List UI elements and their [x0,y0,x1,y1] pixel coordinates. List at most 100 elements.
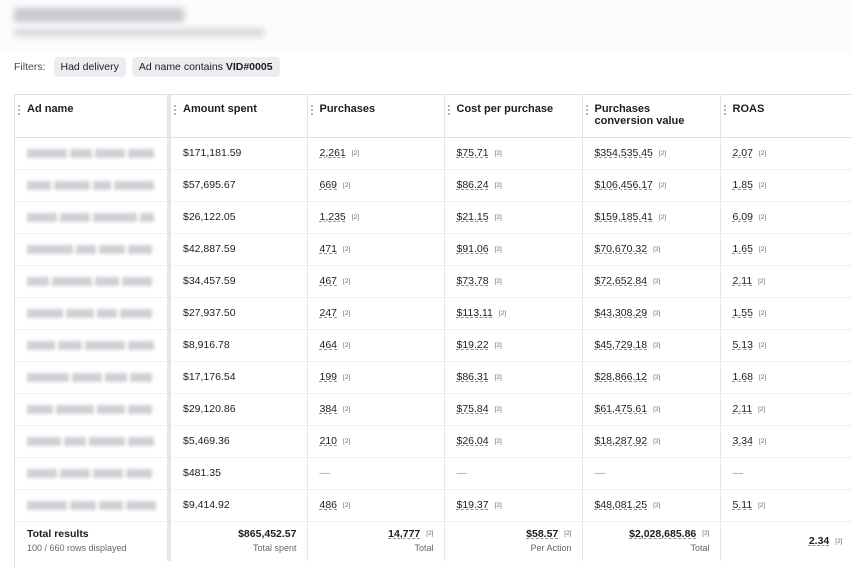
table-row[interactable]: $29,120.86 384 [2] $75.84 [2] $61,475.61 [2] 2.… [15,393,852,426]
ad-name-cell[interactable] [15,265,171,298]
purchases-cell: — [307,457,445,490]
filter-chip-had-delivery[interactable]: Had delivery [53,57,126,77]
cost-per-purchase-value[interactable]: $113.11 [456,307,493,319]
roas-value[interactable]: 6.09 [732,211,753,223]
purchases-value[interactable]: 210 [319,435,338,447]
roas-value[interactable]: 2.11 [732,275,753,287]
column-header-conversion-value[interactable]: Purchases conversion value [582,95,721,138]
table-row[interactable]: $42,887.59 471 [2] $91.06 [2] $70,670.32 [2] 1.… [15,233,852,266]
drag-handle-icon[interactable] [723,105,726,115]
total-roas[interactable]: 2.34 [808,535,830,548]
roas-value[interactable]: 1.68 [732,371,753,383]
purchases-value[interactable]: 247 [319,307,338,319]
ad-name-cell[interactable] [15,457,171,490]
conversion-value-value[interactable]: $48,081.25 [594,499,648,511]
table-row[interactable]: $8,916.78 464 [2] $19.22 [2] $45,729.18 [2] 5.1… [15,329,852,362]
purchases-value[interactable]: 1,235 [319,211,346,223]
purchases-value[interactable]: 471 [319,243,338,255]
table-row[interactable]: $34,457.59 467 [2] $73.78 [2] $72,652.84 [2] 2.… [15,265,852,298]
table-row[interactable]: $171,181.59 2,261 [2] $75.71 [2] $354,535.45 [… [15,137,852,170]
drag-handle-icon[interactable] [585,105,588,115]
column-header-amount-spent[interactable]: Amount spent [169,95,308,138]
ad-name-cell[interactable] [15,329,171,362]
conversion-value-value[interactable]: $45,729.18 [594,339,648,351]
table-row[interactable]: $5,469.36 210 [2] $26.04 [2] $18,287.92 [2] 3.3… [15,425,852,458]
cost-per-purchase-value[interactable]: $19.37 [456,499,489,511]
total-cpp[interactable]: $58.57 [526,527,559,540]
filter-chip-value: VID#0005 [225,61,273,73]
purchases-value[interactable]: 384 [319,403,338,415]
table-row[interactable]: $57,695.67 669 [2] $86.24 [2] $106,456.17 [2] 1… [15,169,852,202]
blurred-ad-name [27,500,157,510]
total-amount-cell: $865,452.57 Total spent [169,520,308,561]
purchases-value[interactable]: 669 [319,179,338,191]
totals-title: Total results [27,527,89,540]
total-amount-sub: Total spent [252,542,297,553]
cost-per-purchase-value[interactable]: $26.04 [456,435,489,447]
conversion-value-value[interactable]: $354,535.45 [594,147,653,159]
purchases-value[interactable]: 486 [319,499,338,511]
amount-spent-cell: $42,887.59 [169,233,308,266]
cost-per-purchase-value[interactable]: $75.84 [456,403,489,415]
conversion-value-value[interactable]: $61,475.61 [594,403,648,415]
cost-per-purchase-value[interactable]: $86.24 [456,179,489,191]
roas-value[interactable]: 2.11 [732,403,753,415]
cost-per-purchase-value[interactable]: $19.22 [456,339,489,351]
drag-handle-icon[interactable] [447,105,450,115]
ad-name-cell[interactable] [15,137,171,170]
purchases-cell: 486 [2] [307,489,445,522]
conversion-value-value[interactable]: $159,185.41 [594,211,653,223]
roas-value[interactable]: 1.85 [732,179,753,191]
cost-per-purchase-value[interactable]: $21.15 [456,211,489,223]
conversion-value-value[interactable]: $106,456.17 [594,179,653,191]
table-row[interactable]: $27,937.50 247 [2] $113.11 [2] $43,308.29 [2] 1… [15,297,852,330]
ad-name-cell[interactable] [15,233,171,266]
ad-name-cell[interactable] [15,361,171,394]
table-row[interactable]: $26,122.05 1,235 [2] $21.15 [2] $159,185.41 [2… [15,201,852,234]
table-row[interactable]: $9,414.92 486 [2] $19.37 [2] $48,081.25 [2] 5.1… [15,489,852,522]
ad-name-cell[interactable] [15,297,171,330]
roas-value[interactable]: 5.13 [732,339,753,351]
conversion-value-value[interactable]: $43,308.29 [594,307,648,319]
ad-name-cell[interactable] [15,393,171,426]
cost-per-purchase-cell: $75.71 [2] [444,137,583,170]
conversion-value-value[interactable]: $18,287.92 [594,435,648,447]
drag-handle-icon[interactable] [174,105,176,115]
cost-per-purchase-value[interactable]: $73.78 [456,275,489,287]
ad-name-cell[interactable] [15,489,171,522]
total-purchases[interactable]: 14,777 [388,527,421,540]
roas-value[interactable]: 1.65 [732,243,753,255]
total-roas-cell: 2.34 [2] [720,520,852,561]
drag-handle-icon[interactable] [18,105,20,115]
column-header-cost-per-purchase[interactable]: Cost per purchase [444,95,583,138]
conversion-value-value[interactable]: $28,866.12 [594,371,648,383]
table-row[interactable]: $481.35 — — — — [15,457,852,490]
column-header-roas[interactable]: ROAS [720,95,852,138]
roas-value[interactable]: 2.07 [732,147,753,159]
purchases-value[interactable]: 199 [319,371,338,383]
purchases-cell: 467 [2] [307,265,445,298]
roas-value[interactable]: 5.11 [732,499,753,511]
cost-per-purchase-value[interactable]: $75.71 [456,147,489,159]
roas-value[interactable]: 3.34 [732,435,753,447]
cost-per-purchase-value[interactable]: $91.06 [456,243,489,255]
conversion-value-value[interactable]: $70,670.32 [594,243,648,255]
purchases-value[interactable]: 467 [319,275,338,287]
drag-handle-icon[interactable] [310,105,313,115]
filter-chip-ad-name[interactable]: Ad name contains VID#0005 [131,57,280,77]
purchases-value[interactable]: 2,261 [319,147,346,159]
amount-spent-value: $481.35 [183,467,221,479]
ad-name-cell[interactable] [15,169,171,202]
table-row[interactable]: $17,176.54 199 [2] $86.31 [2] $28,866.12 [2] 1.… [15,361,852,394]
ad-name-cell[interactable] [15,201,171,234]
total-purchases-sub: Total [414,542,434,553]
conversion-value-value[interactable]: $72,652.84 [594,275,648,287]
total-value[interactable]: $2,028,685.86 [629,527,697,540]
purchases-value[interactable]: 464 [319,339,338,351]
column-header-purchases[interactable]: Purchases [307,95,445,138]
column-header-ad-name[interactable]: Ad name [15,95,171,138]
ad-name-cell[interactable] [15,425,171,458]
roas-value[interactable]: 1.55 [732,307,753,319]
cost-per-purchase-value[interactable]: $86.31 [456,371,489,383]
reference-marker: [2] [653,501,661,509]
